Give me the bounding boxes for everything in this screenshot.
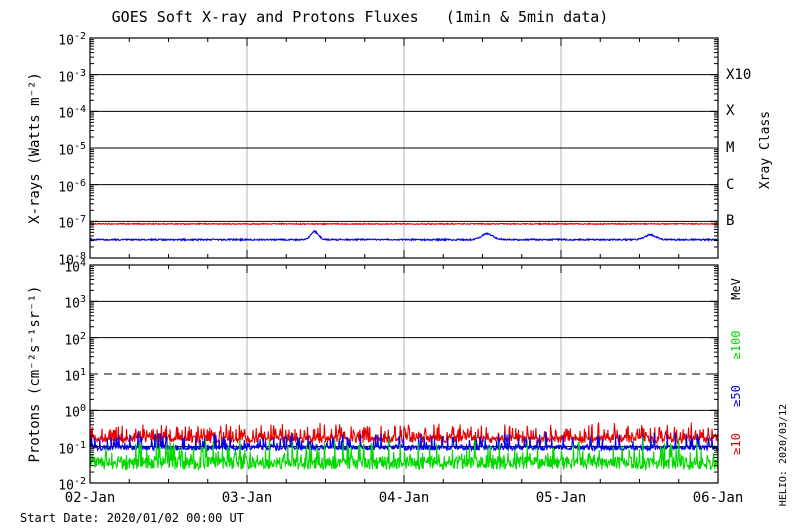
x-tick-label: 04-Jan (378, 490, 430, 506)
y-tick-label: 10-2 (58, 31, 86, 49)
y-tick-label: 100 (64, 403, 86, 421)
start-date-label: Start Date: 2020/01/02 00:00 UT (20, 511, 244, 525)
helio-date-stamp: HELIO: 2020/03/12 (777, 403, 789, 507)
y-tick-label: 10-2 (58, 476, 86, 494)
trace-protons-ge10 (89, 422, 719, 445)
y-tick-label: 104 (64, 258, 86, 276)
xray-class-label: B (726, 213, 735, 230)
y-tick-label: 103 (64, 294, 86, 312)
x-tick-label: 05-Jan (535, 490, 587, 506)
xray-class-label: X10 (726, 66, 752, 83)
y-tick-label: 10-4 (58, 104, 86, 122)
trace-xray-short-blue (89, 229, 719, 243)
y-tick-label: 10-6 (58, 177, 86, 195)
x-tick-label: 03-Jan (221, 490, 273, 506)
y-tick-label: 10-3 (58, 67, 86, 85)
proton-threshold-label: ≥10 (729, 433, 743, 455)
trace-protons-ge100 (89, 436, 719, 472)
xray-class-axis-label: Xray Class (757, 110, 773, 190)
y-tick-label: 10-5 (58, 141, 86, 159)
xray-class-label: C (726, 176, 735, 193)
x-tick-label: 02-Jan (64, 490, 116, 506)
y-tick-label: 10-7 (58, 214, 86, 232)
y-tick-label: 101 (64, 367, 86, 385)
y-tick-label: 102 (64, 330, 86, 348)
trace-protons-ge50 (89, 431, 719, 453)
trace-xray-long-red (89, 222, 719, 226)
xray-class-label: X (726, 103, 735, 120)
y-tick-label: 10-8 (58, 251, 86, 269)
y-tick-label: 10-1 (58, 439, 86, 457)
xray-class-label: M (726, 140, 735, 156)
x-tick-label: 06-Jan (692, 490, 744, 506)
page-title: GOES Soft X-ray and Protons Fluxes (1min… (111, 8, 609, 26)
